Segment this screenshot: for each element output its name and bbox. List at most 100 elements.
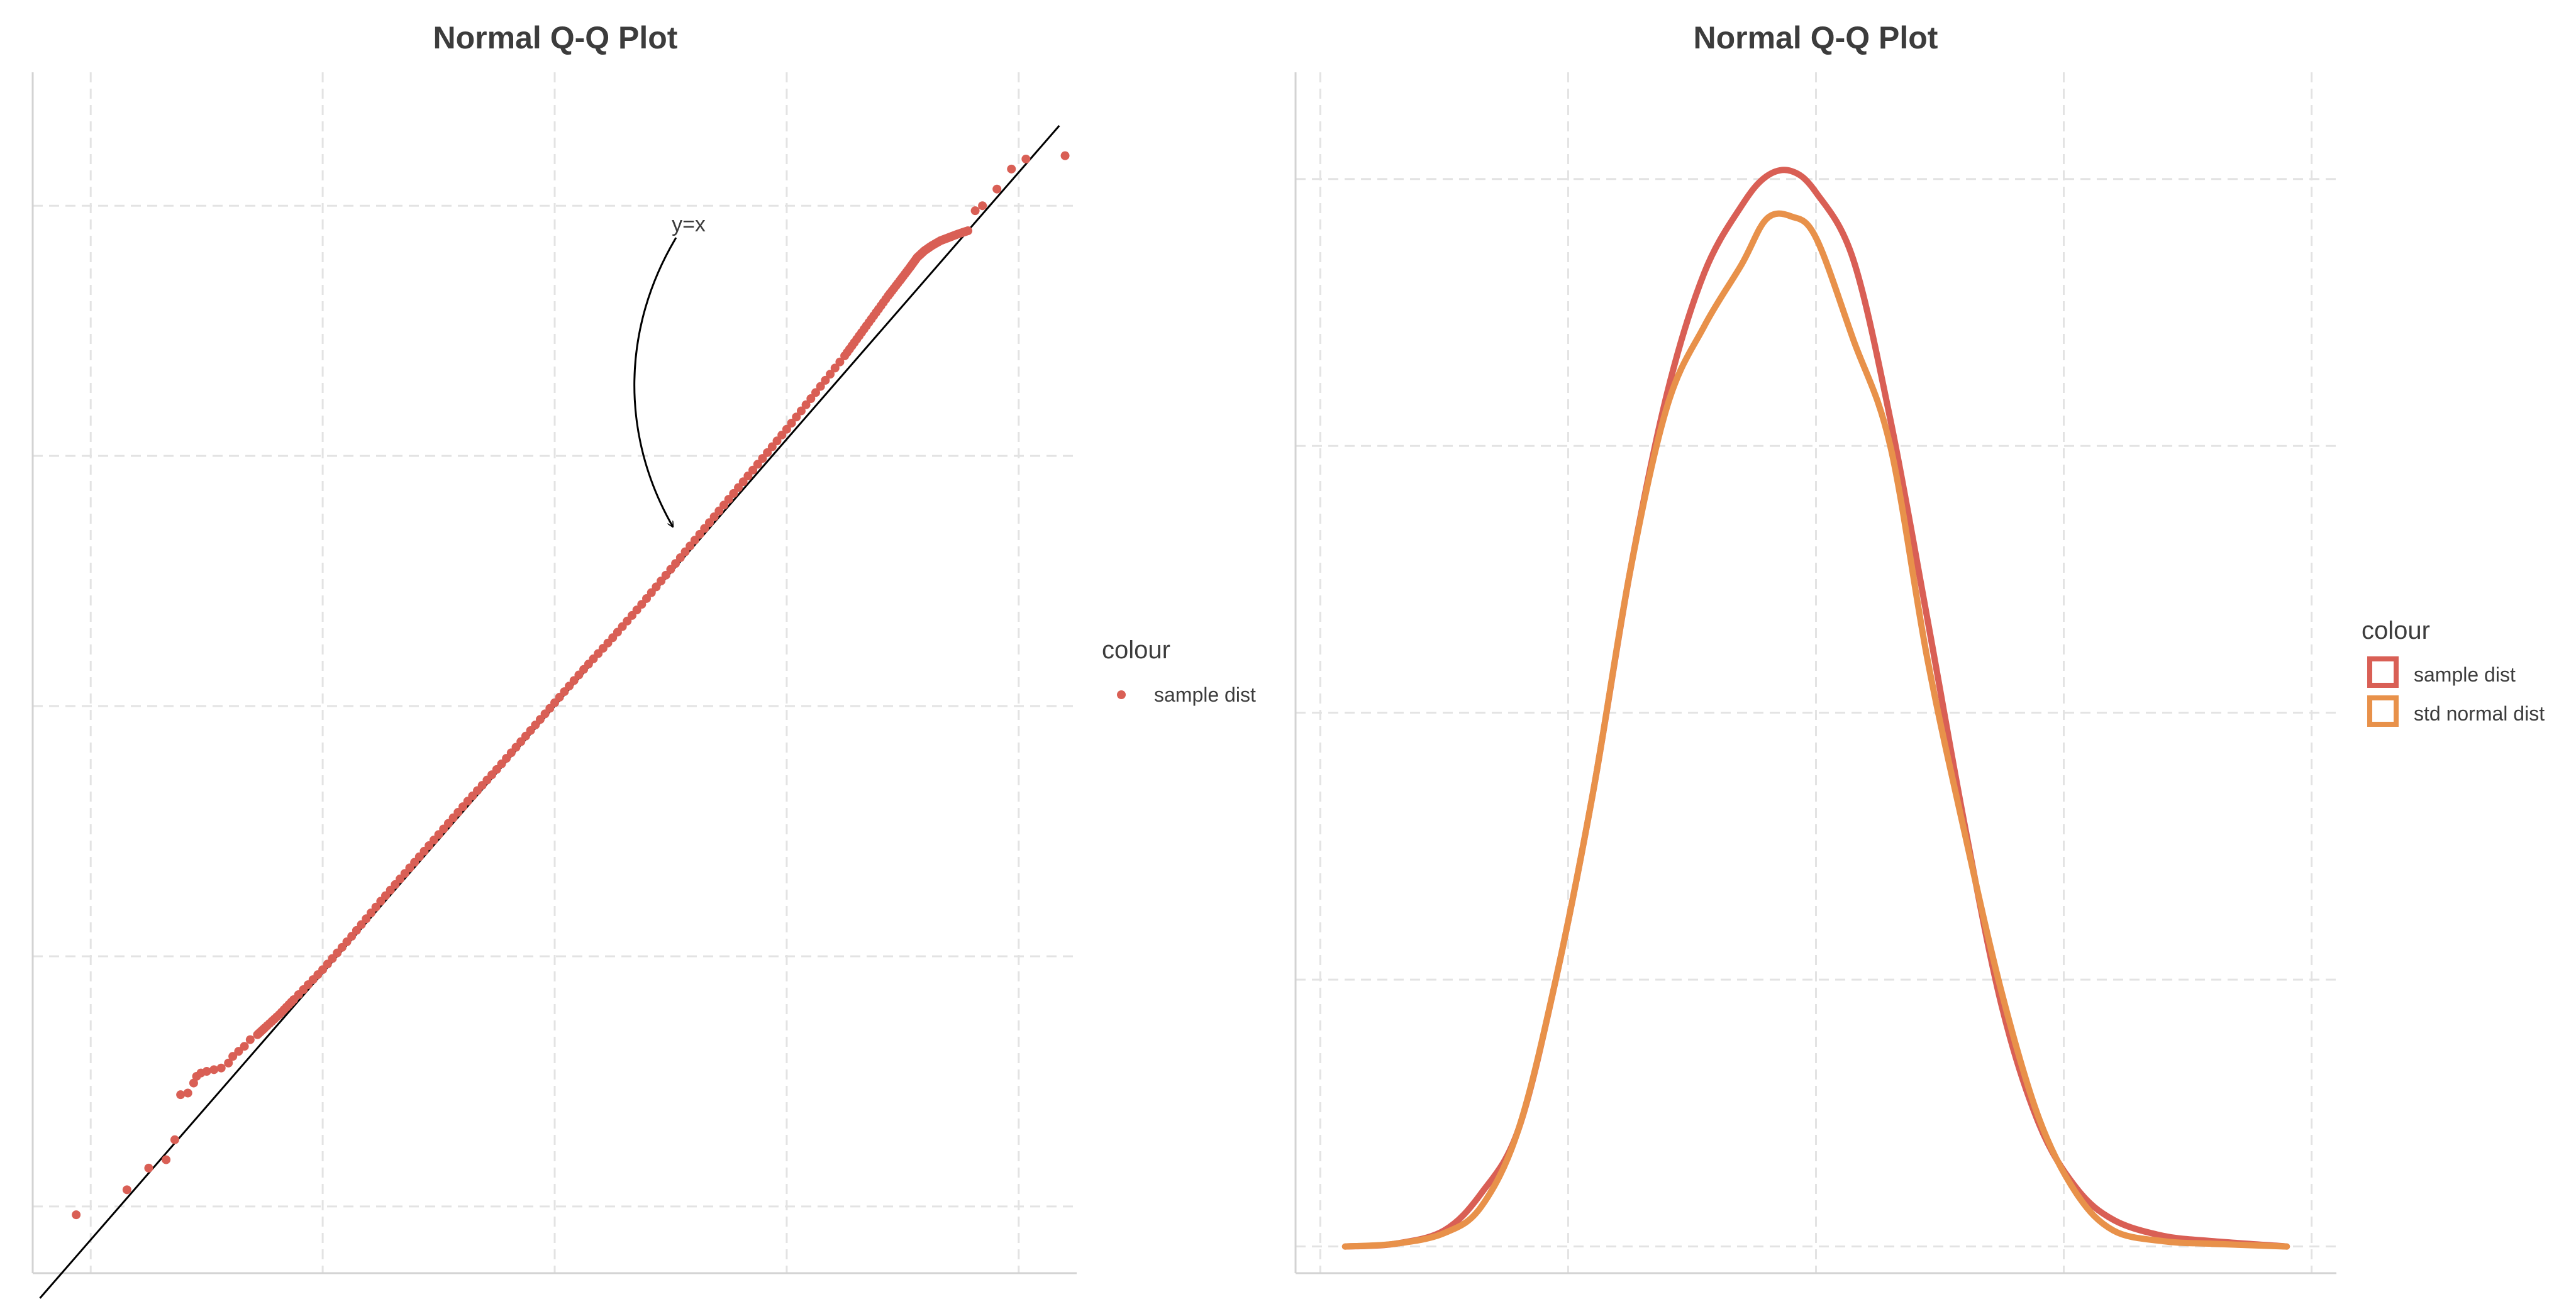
qq-point bbox=[1021, 154, 1031, 163]
qq-point bbox=[287, 997, 296, 1007]
qq-point bbox=[801, 400, 811, 409]
qq-point bbox=[234, 1047, 243, 1056]
density-legend-key-sample bbox=[2367, 656, 2399, 688]
qq-point bbox=[777, 430, 787, 439]
qq-point bbox=[144, 1163, 153, 1173]
qq-point bbox=[647, 588, 656, 597]
qq-point bbox=[714, 506, 724, 516]
qq-point bbox=[657, 577, 666, 586]
qq-legend-label-sample: sample dist bbox=[1154, 683, 1256, 706]
qq-point bbox=[686, 541, 695, 551]
qq-point bbox=[835, 357, 845, 367]
qq-point bbox=[202, 1067, 211, 1076]
qq-point bbox=[216, 1063, 226, 1073]
qq-point bbox=[970, 206, 980, 216]
qq-point bbox=[743, 471, 753, 480]
qq-point bbox=[734, 483, 743, 492]
qq-point bbox=[1060, 151, 1070, 160]
qq-point bbox=[429, 836, 438, 845]
qq-point bbox=[366, 909, 375, 917]
qq-point bbox=[671, 559, 680, 568]
qq-point bbox=[352, 925, 361, 935]
qq-point bbox=[738, 477, 748, 487]
qq-point bbox=[122, 1185, 131, 1195]
qq-point bbox=[695, 529, 704, 539]
qq-annotation-label: y=x bbox=[672, 213, 706, 236]
qq-point bbox=[792, 412, 801, 422]
qq-point bbox=[719, 500, 728, 510]
qq-point bbox=[782, 424, 791, 434]
qq-point bbox=[371, 902, 380, 912]
qq-point bbox=[675, 553, 685, 562]
qq-point bbox=[228, 1052, 238, 1061]
density-legend-title: colour bbox=[2362, 617, 2430, 644]
qq-point bbox=[224, 1058, 233, 1068]
density-lines-layer bbox=[1341, 167, 2290, 1250]
qq-point bbox=[852, 334, 862, 344]
qq-point bbox=[830, 363, 840, 373]
qq-point bbox=[189, 1078, 198, 1088]
qq-point bbox=[748, 465, 758, 475]
qq-point bbox=[183, 1088, 192, 1098]
qq-point bbox=[1007, 164, 1016, 174]
qq-point bbox=[574, 670, 584, 680]
density-legend-key-normal bbox=[2367, 695, 2399, 727]
qq-point bbox=[700, 524, 709, 533]
qq-point bbox=[240, 1042, 249, 1051]
qq-point bbox=[796, 406, 806, 416]
density-legend-label-sample: sample dist bbox=[2414, 663, 2516, 686]
qq-point bbox=[362, 914, 371, 924]
qq-point bbox=[867, 314, 876, 324]
qq-point bbox=[603, 638, 613, 648]
qq-point bbox=[642, 594, 652, 603]
qq-point bbox=[170, 1135, 179, 1144]
density-gridlines bbox=[1296, 72, 2336, 1273]
qq-point bbox=[978, 201, 987, 211]
density-line-normal bbox=[1341, 210, 2290, 1250]
density-plot-title: Normal Q-Q Plot bbox=[1694, 20, 1938, 55]
density-legend: colour sample dist std normal dist bbox=[2362, 617, 2545, 727]
qq-point bbox=[811, 388, 820, 397]
qq-point bbox=[661, 570, 670, 580]
qq-point bbox=[690, 536, 699, 545]
qq-point bbox=[704, 518, 714, 527]
qq-legend: colour sample dist bbox=[1102, 636, 1256, 706]
qq-point bbox=[767, 442, 777, 451]
qq-point bbox=[458, 802, 467, 812]
qq-point bbox=[816, 382, 825, 391]
qq-point bbox=[709, 512, 719, 521]
qq-point bbox=[516, 737, 526, 746]
qq-point bbox=[806, 394, 816, 404]
qq-point bbox=[787, 418, 796, 428]
qq-point bbox=[772, 436, 782, 446]
qq-point bbox=[729, 489, 738, 498]
qq-point bbox=[632, 605, 641, 615]
qq-point bbox=[652, 582, 661, 592]
density-legend-label-normal: std normal dist bbox=[2414, 702, 2545, 725]
qq-point bbox=[245, 1035, 255, 1044]
qq-point bbox=[487, 770, 497, 780]
qq-point bbox=[162, 1155, 171, 1164]
qq-point bbox=[758, 454, 767, 463]
qq-point bbox=[826, 370, 835, 379]
qq-point bbox=[680, 547, 690, 556]
qq-point bbox=[72, 1210, 81, 1220]
qq-point bbox=[357, 920, 366, 929]
qq-point bbox=[962, 226, 971, 236]
qq-point bbox=[400, 869, 409, 878]
qq-point bbox=[821, 375, 830, 385]
qq-point bbox=[666, 565, 675, 574]
density-plot-panel: Normal Q-Q Plot colour sample dist std n… bbox=[1294, 20, 2545, 1274]
qq-point bbox=[724, 495, 733, 504]
qq-point bbox=[176, 1090, 186, 1100]
qq-plot-title: Normal Q-Q Plot bbox=[433, 20, 678, 55]
qq-point bbox=[342, 937, 352, 946]
qq-legend-key-sample bbox=[1117, 690, 1126, 699]
qq-plot-panel: Normal Q-Q Plot y=x colour sample dist bbox=[31, 20, 1256, 1299]
qq-annotation-arrow bbox=[633, 237, 677, 527]
qq-point bbox=[545, 704, 555, 713]
qq-point bbox=[209, 1065, 219, 1074]
qq-point bbox=[313, 970, 323, 980]
qq-point bbox=[763, 448, 772, 457]
